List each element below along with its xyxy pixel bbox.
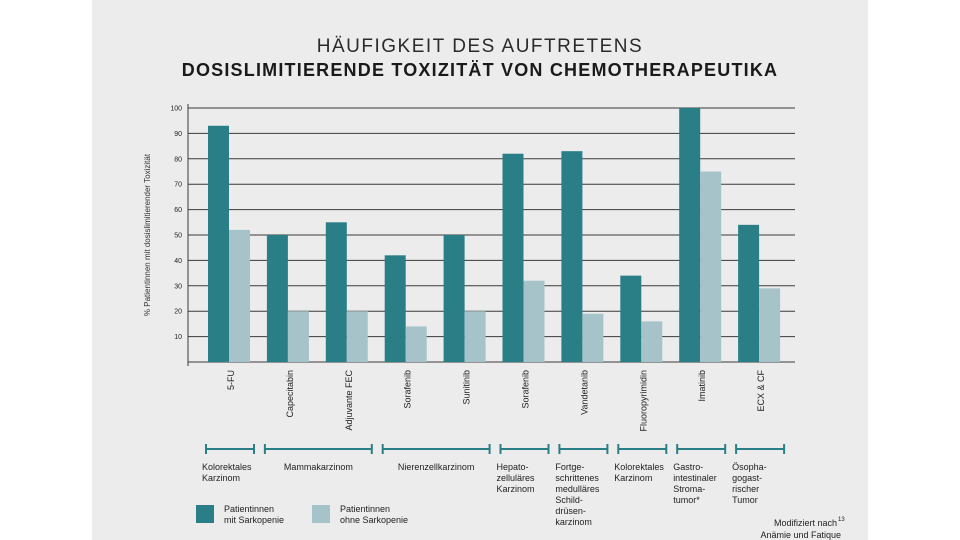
legend-label: ohne Sarkopenie [340,515,408,525]
legend-swatch [312,505,330,523]
legend-label: Patientinnen [340,504,390,514]
bar-mit-sarkopenie [738,224,760,362]
x-category-label: Imatinib [697,370,707,402]
group-label: Fortge- [555,462,584,472]
bar-mit-sarkopenie [620,275,642,362]
x-category-label: Vandetanib [579,370,589,415]
group-label: Kolorektales [614,462,664,472]
y-tick-label: 70 [174,182,182,189]
group-label: Ösopha- [732,462,767,472]
x-category-label: 5-FU [226,370,236,390]
bar-mit-sarkopenie [266,235,288,362]
bar-mit-sarkopenie [325,222,347,362]
x-category-label: Fluoropyrimidin [638,370,648,432]
bar-ohne-sarkopenie [405,326,427,362]
y-tick-label: 60 [174,207,182,214]
group-label: schrittenes [555,473,599,483]
legend-label: mit Sarkopenie [224,515,284,525]
group-label: gogast- [732,473,762,483]
group-label: Stroma- [673,484,705,494]
group-label: Gastro- [673,462,703,472]
bar-ohne-sarkopenie [346,311,368,362]
group-label: Mammakarzinom [284,462,353,472]
group-label: karzinom [555,517,592,527]
chart-title-line2: DOSISLIMITIERENDE TOXIZITÄT VON CHEMOTHE… [181,60,779,80]
bar-ohne-sarkopenie [523,280,545,362]
group-label: rischer [732,484,759,494]
y-tick-label: 100 [170,106,182,113]
group-label: zelluläres [497,473,536,483]
group-label: Karzinom [614,473,652,483]
group-label: Tumor [732,495,758,505]
y-tick-label: 30 [174,283,182,290]
x-category-label: Adjuvante FEC [344,370,354,431]
bar-mit-sarkopenie [208,125,229,362]
bar-ohne-sarkopenie [287,311,309,362]
x-category-label: Capecitabin [285,370,295,418]
x-category-label: ECX & CF [756,370,766,412]
x-category-label: Sorafenib [403,370,413,409]
y-tick-label: 10 [174,334,182,341]
legend-label: Patientinnen [224,504,274,514]
y-tick-label: 50 [174,233,182,240]
y-tick-label: 80 [174,156,182,163]
bar-ohne-sarkopenie [229,229,250,362]
bar-ohne-sarkopenie [759,288,781,362]
group-label: Karzinom [202,473,240,483]
bar-mit-sarkopenie [384,255,406,362]
group-label: Schild- [555,495,583,505]
bar-mit-sarkopenie [561,151,583,362]
group-label: tumor* [673,495,700,505]
y-tick-label: 40 [174,258,182,265]
bar-mit-sarkopenie [502,153,524,362]
y-tick-label: 20 [174,309,182,316]
group-label: Nierenzellkarzinom [398,462,475,472]
bar-ohne-sarkopenie [582,313,604,362]
y-axis-label: % Patientinnen mit dosislimitierender To… [143,153,152,316]
bar-ohne-sarkopenie [641,321,663,362]
group-label: Karzinom [497,484,535,494]
legend-swatch [196,505,214,523]
bar-ohne-sarkopenie [464,311,486,362]
x-category-label: Sunitinib [462,370,472,405]
chart-title-line1: HÄUFIGKEIT DES AUFTRETENS [316,36,644,57]
footnote-superscript: 13 [838,517,845,523]
x-category-label: Sorafenib [521,370,531,409]
bar-mit-sarkopenie [443,235,465,362]
group-label: Kolorektales [202,462,252,472]
group-label: drüsen- [555,506,586,516]
group-label: Hepato- [497,462,529,472]
left-margin [0,0,92,540]
y-tick-label: 90 [174,131,182,138]
group-label: intestinaler [673,473,717,483]
group-label: medulläres [555,484,600,494]
footnote-line2: Anämie und Fatique [760,530,841,540]
right-margin [868,0,960,540]
bar-mit-sarkopenie [679,108,701,362]
footnote-line1: Modifiziert nach [774,518,837,528]
bar-ohne-sarkopenie [700,171,722,362]
